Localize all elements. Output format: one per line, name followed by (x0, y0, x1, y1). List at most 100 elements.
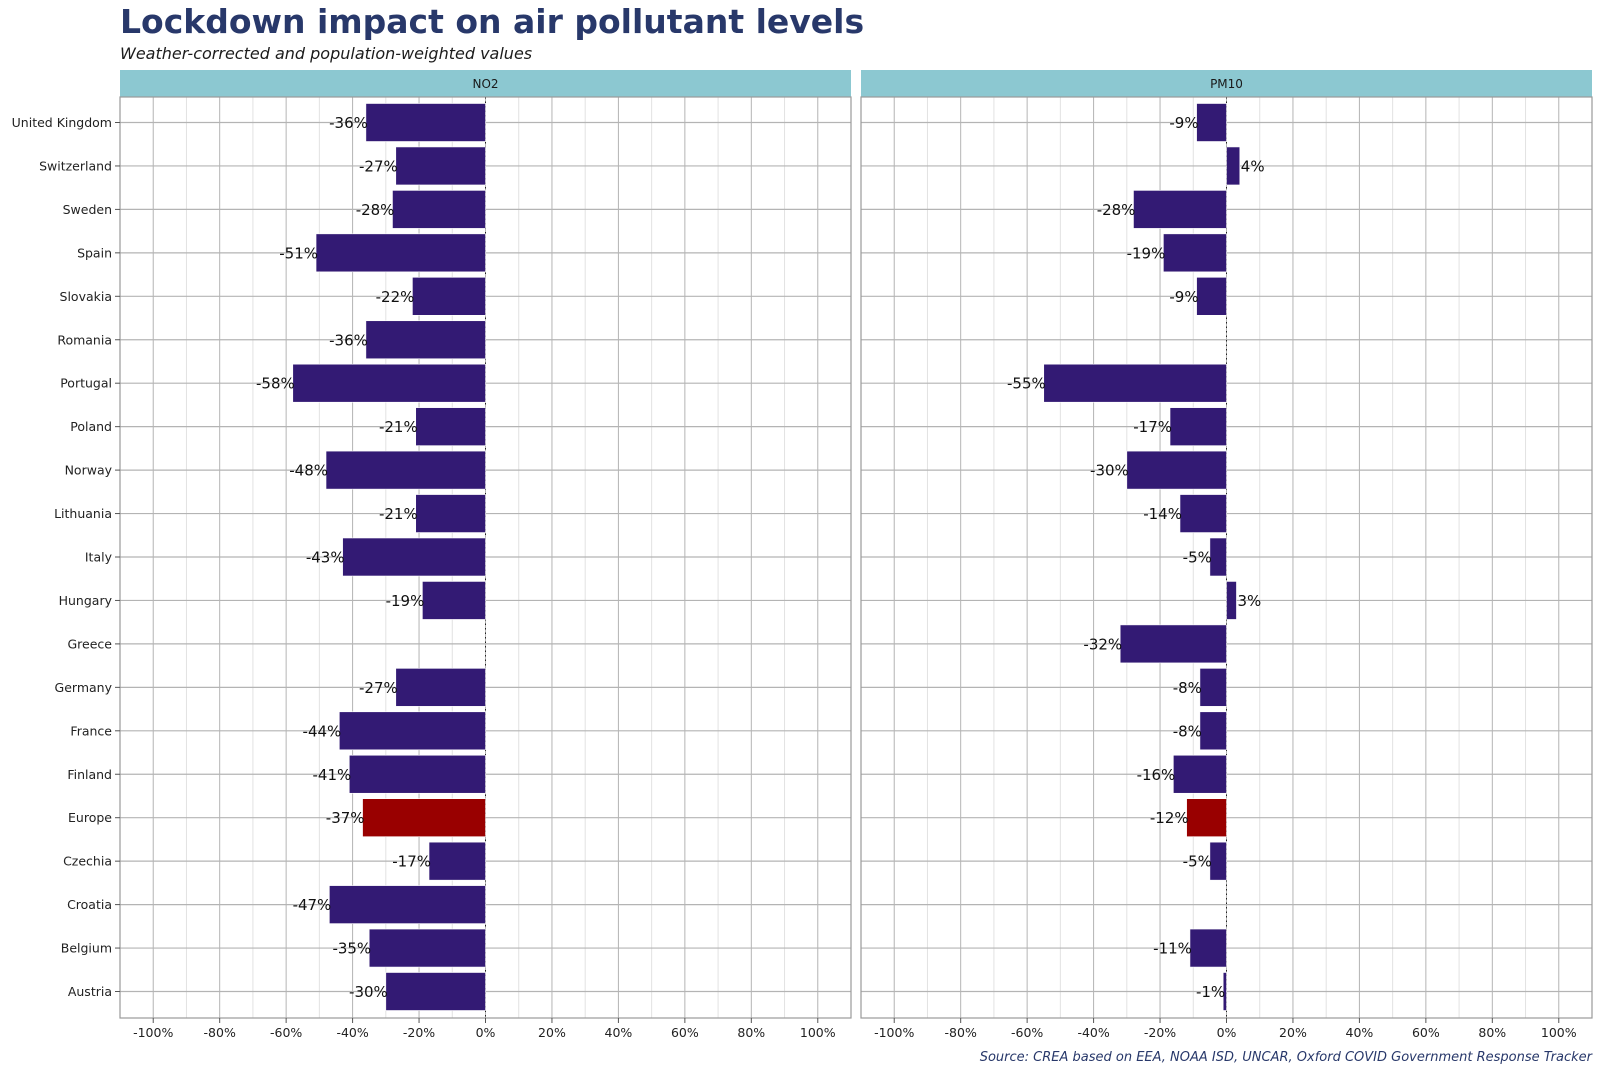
x-tick-label: 20% (538, 1025, 566, 1040)
data-label: -37% (326, 809, 365, 827)
category-label: Romania (57, 332, 112, 347)
data-label: -28% (1097, 201, 1136, 219)
data-label: -22% (376, 288, 415, 306)
data-label: -12% (1150, 809, 1189, 827)
x-tick-label: -100% (874, 1025, 914, 1040)
bar-finland (348, 754, 486, 794)
x-tick-label: 40% (1346, 1025, 1374, 1040)
data-label: -11% (1153, 940, 1192, 958)
bar-czechia (1209, 841, 1227, 881)
x-tick-label: -80% (204, 1025, 236, 1040)
bar-slovakia (1196, 276, 1227, 316)
bar-poland (1169, 407, 1227, 446)
category-label: Hungary (59, 593, 113, 608)
bar-germany (1199, 668, 1227, 707)
facet-strip (120, 70, 851, 97)
category-label: Austria (68, 984, 112, 999)
bar-romania (365, 320, 486, 360)
bar-germany (395, 668, 486, 707)
data-label: -17% (392, 853, 431, 871)
data-label: -44% (303, 722, 342, 740)
data-label: -36% (329, 114, 368, 132)
bar-slovakia (412, 276, 486, 316)
bar-poland (415, 407, 486, 446)
data-label: -9% (1169, 288, 1198, 306)
bar-austria (385, 972, 486, 1011)
facet-label: PM10 (1210, 77, 1243, 91)
data-label: -35% (332, 940, 371, 958)
bar-austria (1222, 972, 1227, 1011)
bar-switzerland (1226, 146, 1241, 186)
data-label: -21% (379, 505, 418, 523)
data-label: -5% (1183, 853, 1212, 871)
category-label: Poland (70, 419, 112, 434)
data-label: 3% (1237, 592, 1261, 610)
x-tick-label: -100% (133, 1025, 173, 1040)
source-caption: Source: CREA based on EEA, NOAA ISD, UNC… (979, 1050, 1592, 1065)
data-label: -58% (256, 375, 295, 393)
bar-lithuania (415, 494, 486, 533)
data-label: -8% (1173, 679, 1202, 697)
category-label: Slovakia (60, 289, 112, 304)
data-label: -30% (1090, 462, 1129, 480)
bar-norway (1126, 450, 1227, 490)
bar-portugal (1043, 363, 1227, 403)
data-label: -41% (313, 766, 352, 784)
data-label: -14% (1143, 505, 1182, 523)
facet-label: NO2 (472, 77, 498, 91)
bar-portugal (292, 363, 486, 403)
data-label: -30% (349, 983, 388, 1001)
category-label: Portugal (60, 376, 112, 391)
data-label: 4% (1241, 157, 1265, 175)
x-tick-label: 80% (737, 1025, 765, 1040)
data-label: -48% (289, 462, 328, 480)
bar-sweden (392, 190, 486, 229)
facet-strip (861, 70, 1592, 97)
panel-no2: NO2 -36% -27% -28% -51% -22% -36% -58% -21% -48% -… (119, 70, 852, 1040)
data-label: -9% (1169, 114, 1198, 132)
category-label: Spain (77, 245, 112, 260)
x-tick-label: 80% (1478, 1025, 1506, 1040)
x-tick-label: -40% (1077, 1025, 1109, 1040)
data-label: -19% (386, 592, 425, 610)
category-label: Croatia (67, 897, 112, 912)
bar-europe (362, 798, 486, 838)
data-label: -19% (1127, 244, 1166, 262)
y-axis: United Kingdom Switzerland Sweden Spain Slov… (12, 115, 120, 999)
bar-switzerland (395, 146, 486, 186)
category-label: United Kingdom (12, 115, 112, 130)
data-label: -47% (293, 896, 332, 914)
category-label: Czechia (63, 854, 112, 869)
x-tick-label: 100% (1541, 1025, 1577, 1040)
bar-united-kingdom (365, 103, 486, 142)
data-label: -27% (359, 157, 398, 175)
x-tick-label: -20% (1144, 1025, 1176, 1040)
x-tick-label: -40% (336, 1025, 368, 1040)
bar-lithuania (1179, 494, 1227, 533)
bar-italy (1209, 537, 1227, 577)
bar-norway (325, 450, 486, 490)
category-label: Lithuania (54, 506, 112, 521)
bar-croatia (329, 885, 486, 924)
category-label: Switzerland (39, 158, 112, 173)
category-label: Europe (68, 810, 112, 825)
category-label: Greece (68, 636, 113, 651)
data-label: -51% (279, 244, 318, 262)
bar-spain (315, 233, 486, 273)
category-label: Finland (67, 767, 112, 782)
bar-united-kingdom (1196, 103, 1227, 142)
panel-pm10: PM10 -9% 4% -28% -19% -9% -55% -17% -30% -14% -5% 3… (860, 70, 1593, 1040)
chart-subtitle: Weather-corrected and population-weighte… (120, 44, 533, 63)
bar-greece (1119, 624, 1227, 664)
bar-sweden (1133, 190, 1227, 229)
bar-hungary (422, 581, 486, 620)
data-label: -16% (1137, 766, 1176, 784)
data-label: -17% (1133, 418, 1172, 436)
bar-italy (342, 537, 486, 577)
chart-title: Lockdown impact on air pollutant levels (120, 2, 865, 41)
data-label: -27% (359, 679, 398, 697)
category-label: Sweden (63, 202, 112, 217)
x-tick-label: 0% (1217, 1025, 1237, 1040)
data-label: -55% (1007, 375, 1046, 393)
